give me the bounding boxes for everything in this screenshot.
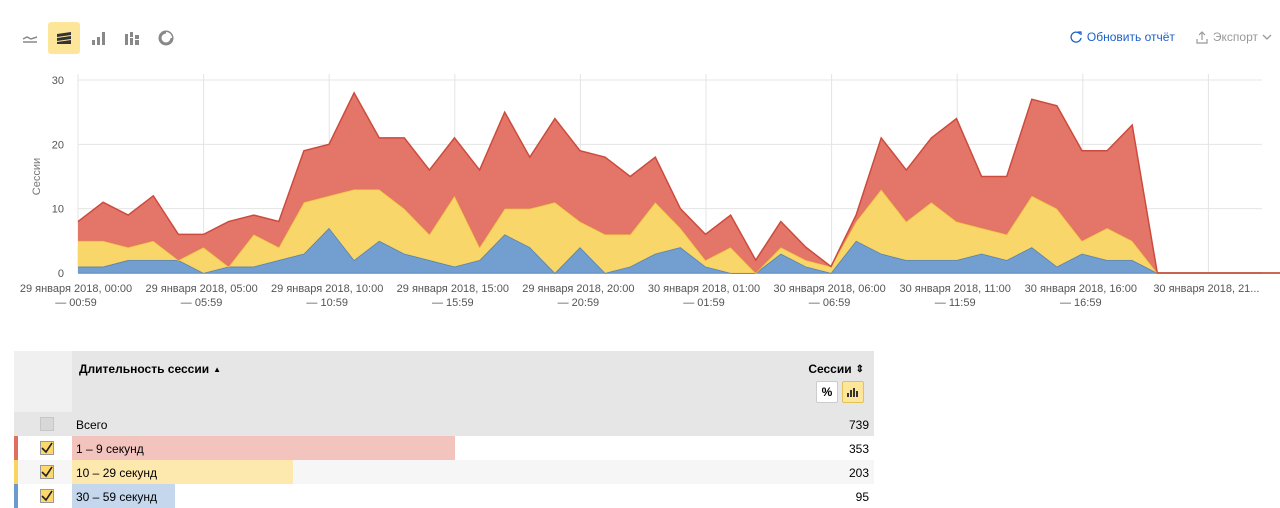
x-tick-label: 30 января 2018, 16:00 bbox=[1025, 283, 1137, 295]
value-bar bbox=[72, 436, 456, 460]
y-tick-label: 0 bbox=[58, 268, 64, 280]
row-label: 1 – 9 секунд bbox=[76, 442, 144, 456]
x-tick-label: 30 января 2018, 21... bbox=[1153, 283, 1259, 295]
x-tick-label: 30 января 2018, 06:00 bbox=[773, 283, 885, 295]
table-total-row[interactable]: Всего 739 bbox=[14, 412, 874, 436]
chart-labels: 0 10 20 30 Сессии 29 января 2018, 00:00 — 00:5… bbox=[20, 75, 1260, 309]
x-tick-label-line2: — 20:59 bbox=[558, 297, 600, 309]
x-tick-label: 30 января 2018, 01:00 bbox=[648, 283, 760, 295]
row-checkbox[interactable] bbox=[40, 417, 54, 431]
sort-asc-icon: ▲ bbox=[213, 364, 221, 374]
value-bar bbox=[72, 460, 293, 484]
percent-label: % bbox=[821, 385, 833, 399]
export-label: Экспорт bbox=[1212, 30, 1258, 44]
area-series-1 bbox=[78, 227, 1280, 273]
stacked-bar-button[interactable] bbox=[116, 22, 148, 54]
table-row[interactable]: 10 – 29 секунд 203 bbox=[14, 460, 874, 484]
x-tick-label-line2: — 01:59 bbox=[683, 297, 725, 309]
x-tick-label-line2: — 06:59 bbox=[809, 297, 851, 309]
chevron-down-icon bbox=[1262, 34, 1272, 40]
upload-icon bbox=[1196, 31, 1208, 44]
metric-view-buttons: % bbox=[816, 381, 864, 403]
dimension-header[interactable]: Длительность сессии ▲ bbox=[79, 362, 221, 376]
x-tick-label: 29 января 2018, 15:00 bbox=[397, 283, 509, 295]
x-tick-label-line2: — 05:59 bbox=[181, 297, 223, 309]
refresh-report-label: Обновить отчёт bbox=[1086, 30, 1175, 44]
value-bar bbox=[72, 484, 176, 508]
x-tick-label: 30 января 2018, 11:00 bbox=[899, 283, 1010, 295]
export-button[interactable]: Экспорт bbox=[1195, 30, 1272, 44]
area-chart-icon bbox=[57, 32, 71, 44]
table-row[interactable]: 1 – 9 секунд 353 bbox=[14, 436, 874, 460]
report-actions: Обновить отчёт Экспорт bbox=[1069, 30, 1272, 44]
chart-type-toolbar bbox=[14, 22, 182, 54]
stacked-bar-icon bbox=[125, 32, 139, 45]
checkmark-icon bbox=[41, 490, 53, 502]
pie-chart-icon bbox=[158, 30, 174, 46]
area-series-line-3 bbox=[77, 91, 1280, 274]
row-value: 739 bbox=[848, 418, 869, 432]
bar-view-button[interactable] bbox=[842, 381, 864, 403]
sessions-table: Длительность сессии ▲ Сессии ⇕ % Всего 73… bbox=[14, 351, 874, 508]
refresh-icon bbox=[1070, 31, 1082, 43]
y-axis-title: Сессии bbox=[31, 158, 43, 195]
y-tick-label: 10 bbox=[52, 204, 64, 216]
row-value: 353 bbox=[848, 442, 869, 456]
sort-toggle-icon: ⇕ bbox=[855, 363, 864, 375]
y-tick-label: 30 bbox=[52, 75, 64, 87]
bar-chart-icon bbox=[92, 32, 105, 45]
percent-button[interactable]: % bbox=[816, 381, 838, 403]
row-value: 203 bbox=[848, 466, 869, 480]
line-chart-icon bbox=[22, 36, 38, 43]
series-color-strip bbox=[14, 460, 18, 484]
row-label: 30 – 59 секунд bbox=[76, 490, 158, 504]
pie-chart-button[interactable] bbox=[150, 22, 182, 54]
chart-areas bbox=[77, 91, 1280, 275]
x-tick-label-line2: — 00:59 bbox=[55, 297, 97, 309]
sessions-area-chart: 0 10 20 30 Сессии 29 января 2018, 00:00 — 00:5… bbox=[20, 74, 1280, 309]
x-tick-label-line2: — 10:59 bbox=[306, 297, 348, 309]
series-color-strip bbox=[14, 436, 18, 460]
header-check-column bbox=[14, 351, 72, 412]
x-tick-label: 29 января 2018, 10:00 bbox=[271, 283, 383, 295]
x-tick-label: 29 января 2018, 00:00 bbox=[20, 283, 132, 295]
area-series-2 bbox=[78, 189, 1280, 273]
table-row[interactable]: 30 – 59 секунд 95 bbox=[14, 484, 874, 508]
x-tick-label-line2: — 16:59 bbox=[1060, 297, 1102, 309]
checkmark-icon bbox=[41, 466, 53, 478]
bar-chart-icon bbox=[847, 388, 858, 397]
table-body: Всего 739 1 – 9 секунд 353 10 – 29 секунд 203… bbox=[14, 412, 874, 508]
metric-header[interactable]: Сессии ⇕ bbox=[808, 362, 864, 376]
row-checkbox[interactable] bbox=[40, 489, 54, 503]
checkmark-icon bbox=[41, 442, 53, 454]
row-value: 95 bbox=[855, 490, 869, 504]
row-checkbox[interactable] bbox=[40, 465, 54, 479]
table-header: Длительность сессии ▲ Сессии ⇕ % bbox=[14, 351, 874, 412]
x-tick-label-line2: — 11:59 bbox=[935, 297, 976, 309]
bar-chart-button[interactable] bbox=[82, 22, 114, 54]
row-label: Всего bbox=[76, 418, 108, 432]
x-tick-label: 29 января 2018, 20:00 bbox=[522, 283, 634, 295]
area-chart-button[interactable] bbox=[48, 22, 80, 54]
x-tick-label: 29 января 2018, 05:00 bbox=[145, 283, 257, 295]
x-tick-label-line2: — 15:59 bbox=[432, 297, 474, 309]
refresh-report-button[interactable]: Обновить отчёт bbox=[1069, 30, 1175, 44]
metric-header-label: Сессии bbox=[808, 362, 852, 376]
dimension-header-label: Длительность сессии bbox=[79, 362, 210, 376]
row-label: 10 – 29 секунд bbox=[76, 466, 158, 480]
y-tick-label: 20 bbox=[52, 139, 64, 151]
series-color-strip bbox=[14, 484, 18, 508]
line-chart-button[interactable] bbox=[14, 22, 46, 54]
row-checkbox[interactable] bbox=[40, 441, 54, 455]
